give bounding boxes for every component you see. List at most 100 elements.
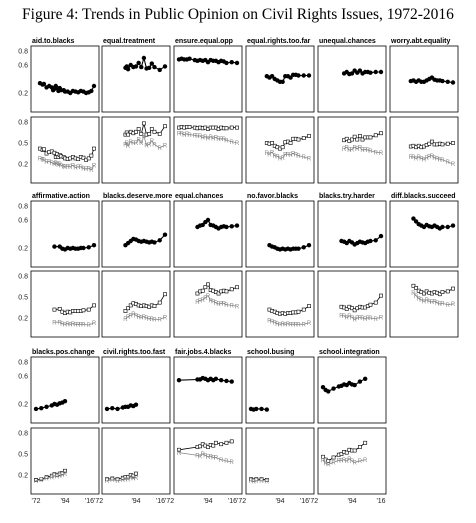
- series-R-equal.chances-point: R: [203, 296, 208, 302]
- series-overall-school.integration-point: [352, 382, 357, 388]
- series-R-affirmative.action-point: R: [58, 320, 63, 326]
- series-R-worry.abt.equality-point: R: [438, 157, 443, 163]
- series-R-no.favor.blacks-point: R: [291, 323, 296, 329]
- series-R-ensure.equal.opp-point: R: [224, 138, 229, 144]
- series-overall-equal.treatment-point: [149, 61, 155, 66]
- series-R-unequal.chances-point: R: [355, 147, 360, 153]
- series-hollow-equal.treatment-point: [126, 132, 130, 137]
- figure-title: Figure 4: Trends in Public Opinion on Ci…: [22, 6, 454, 23]
- series-overall-unequal.chances-point: [357, 68, 363, 73]
- series-R-equal.chances-point: R: [208, 299, 213, 305]
- panel-bottom-unequal.chances-frame: [317, 116, 387, 184]
- series-R-equal.treatment-point: R: [123, 143, 128, 149]
- series-R-aid.to.blacks-point: R: [63, 165, 68, 171]
- series-R-equal.treatment-point: R: [150, 139, 155, 145]
- series-overall-blacks.try.harder-point: [378, 233, 384, 239]
- x-tick-label: '94: [131, 498, 140, 505]
- series-R-aid.to.blacks-point: R: [89, 168, 94, 174]
- series-hollow-school.integration-point: [321, 454, 325, 459]
- x-tick-label: '16'72: [228, 498, 246, 505]
- series-R-equal.rights.too.far-point: R: [267, 152, 272, 158]
- series-overall-worry.abt.equality-point: [450, 80, 456, 85]
- series-R-equal.rights.too.far-point: R: [296, 154, 301, 160]
- series-overall-blacks.try.harder-point: [373, 238, 378, 243]
- series-R-ensure.equal.opp-point: R: [185, 132, 190, 138]
- series-overall-equal.treatment-point: [146, 65, 152, 71]
- series-R-worry.abt.equality-point: R: [417, 155, 422, 161]
- series-R-ensure.equal.opp-point: R: [193, 134, 198, 140]
- series-hollow-unequal.chances-point: [379, 131, 383, 136]
- series-R-blacks.pos.change-point: R: [50, 475, 55, 481]
- series-hollow-equal.treatment: [123, 121, 167, 137]
- series-overall-blacks.deserve.more-point: [157, 238, 162, 243]
- series-overall-school.busing: [248, 406, 270, 412]
- series-R-fair.jobs.4.blacks-point: R: [177, 451, 182, 457]
- series-R-unequal.chances-point: R: [342, 147, 347, 153]
- series-hollow-blacks.pos.change-point: [63, 468, 67, 473]
- series-overall-aid.to.blacks-point: [41, 81, 47, 87]
- series-R-blacks.try.harder-line: [341, 314, 382, 320]
- series-hollow-equal.treatment-point: [157, 132, 162, 136]
- series-R-equal.chances-line: [197, 294, 238, 307]
- series-R-civil.rights.too.fast-point: R: [115, 479, 120, 485]
- series-overall-equal.treatment-point: [162, 64, 168, 69]
- series-hollow-fair.jobs.4.blacks-point: [219, 442, 224, 447]
- series-hollow-blacks.deserve.more-point: [163, 292, 167, 297]
- y-tick-label: 0.2: [18, 401, 28, 408]
- series-overall-equal.treatment-point: [139, 64, 144, 70]
- series-hollow-diff.blacks.succeed-point: [451, 286, 455, 291]
- series-R-unequal.chances-point: R: [363, 148, 368, 154]
- series-overall-equal.chances-point: [224, 224, 229, 230]
- series-R-equal.rights.too.far-point: R: [286, 152, 291, 158]
- series-hollow-school.integration-point: [339, 452, 344, 456]
- series-R-ensure.equal.opp-point: R: [216, 137, 221, 143]
- series-hollow-equal.chances-point: [200, 288, 205, 293]
- series-hollow-diff.blacks.succeed-point: [437, 292, 442, 297]
- series-R-blacks.deserve.more-point: R: [147, 317, 152, 323]
- series-hollow-equal.treatment-point: [139, 132, 144, 136]
- series-overall-equal.rights.too.far: [264, 72, 312, 85]
- series-R-unequal.chances-point: R: [350, 148, 355, 154]
- series-R-equal.treatment-point: R: [147, 143, 152, 149]
- series-R-equal.rights.too.far-point: R: [265, 151, 270, 157]
- series-R-fair.jobs.4.blacks-point: R: [211, 456, 216, 462]
- series-R-unequal.chances-point: R: [374, 150, 379, 156]
- series-R-aid.to.blacks-point: R: [87, 166, 92, 172]
- series-R-equal.treatment-point: R: [142, 134, 147, 140]
- series-hollow-equal.treatment-point: [142, 121, 146, 126]
- series-R-ensure.equal.opp-point: R: [201, 136, 206, 142]
- series-R-equal.rights.too.far-point: R: [288, 153, 293, 159]
- x-tick-label: '94: [60, 498, 69, 505]
- series-R-ensure.equal.opp-point: R: [195, 134, 200, 140]
- series-hollow-worry.abt.equality-point: [430, 139, 434, 144]
- series-R-unequal.chances-point: R: [360, 148, 365, 154]
- series-R-ensure.equal.opp-point: R: [206, 136, 211, 142]
- series-hollow-affirmative.action-point: [81, 308, 86, 313]
- series-hollow-blacks.try.harder-point: [352, 308, 357, 313]
- x-tick-label: '72: [31, 498, 40, 505]
- series-R-blacks.pos.change-point: R: [44, 477, 49, 483]
- series-hollow-equal.chances-point: [206, 282, 210, 287]
- series-R-school.integration-point: R: [339, 459, 344, 465]
- series-overall-no.favor.blacks-point: [301, 245, 306, 250]
- series-overall-civil.rights.too.fast-point: [133, 402, 139, 407]
- series-overall-affirmative.action-point: [81, 245, 86, 251]
- series-R-fair.jobs.4.blacks-point: R: [201, 452, 206, 458]
- series-R-equal.rights.too.far-point: R: [270, 150, 275, 156]
- series-overall-blacks.pos.change-point: [62, 399, 68, 404]
- panel-title-blacks.try.harder: blacks.try.harder: [319, 193, 375, 200]
- series-R-ensure.equal.opp-point: R: [219, 137, 224, 143]
- series-R-affirmative.action-line: [54, 321, 95, 326]
- y-tick-label: 0.6: [18, 62, 28, 69]
- series-R-equal.treatment-point: R: [134, 141, 139, 147]
- series-R-no.favor.blacks-point: R: [278, 323, 283, 329]
- series-overall-civil.rights.too.fast-point: [115, 406, 120, 412]
- series-hollow-fair.jobs.4.blacks: [177, 439, 234, 452]
- panel-top-equal.chances-frame: [173, 200, 243, 268]
- series-R-aid.to.blacks-point: R: [52, 162, 57, 168]
